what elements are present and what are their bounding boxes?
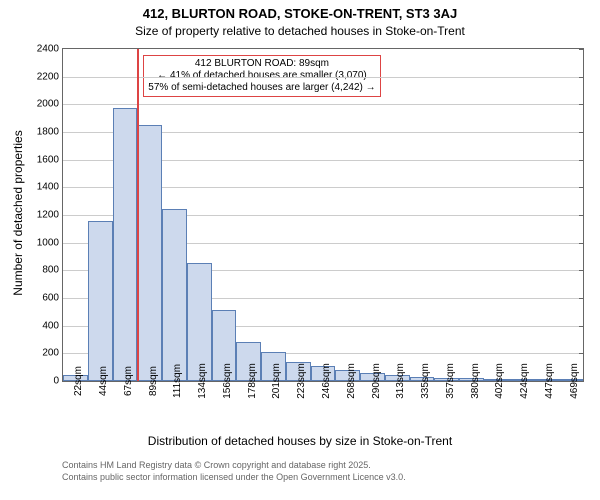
- x-tick-label: 290sqm: [371, 363, 382, 399]
- annotation-line-1: 412 BLURTON ROAD: 89sqm: [148, 58, 375, 70]
- y-tick-mark: [579, 326, 584, 327]
- x-tick-label: 89sqm: [148, 366, 159, 396]
- x-tick-label: 447sqm: [544, 363, 555, 399]
- y-tick-label: 1400: [37, 182, 63, 193]
- y-tick-mark: [579, 104, 584, 105]
- x-tick-label: 246sqm: [321, 363, 332, 399]
- x-tick-label: 380sqm: [470, 363, 481, 399]
- y-tick-label: 2200: [37, 71, 63, 82]
- y-tick-mark: [579, 298, 584, 299]
- reference-line: [137, 49, 139, 381]
- y-tick-mark: [579, 215, 584, 216]
- y-tick-label: 1800: [37, 127, 63, 138]
- y-tick-label: 200: [42, 348, 63, 359]
- x-tick-label: 67sqm: [123, 366, 134, 396]
- annotation-line-3: 57% of semi-detached houses are larger (…: [148, 82, 375, 94]
- grid-line: [63, 77, 583, 78]
- x-axis-label: Distribution of detached houses by size …: [0, 434, 600, 448]
- y-tick-label: 2400: [37, 44, 63, 55]
- y-tick-label: 800: [42, 265, 63, 276]
- x-tick-label: 111sqm: [172, 364, 183, 398]
- x-tick-label: 424sqm: [519, 363, 530, 399]
- y-tick-label: 600: [42, 293, 63, 304]
- y-tick-label: 0: [53, 376, 63, 387]
- x-tick-label: 22sqm: [73, 366, 84, 396]
- x-tick-label: 402sqm: [494, 363, 505, 399]
- y-tick-mark: [579, 243, 584, 244]
- y-tick-label: 1000: [37, 237, 63, 248]
- histogram-bar: [88, 221, 113, 381]
- x-tick-label: 156sqm: [222, 363, 233, 399]
- y-tick-label: 400: [42, 320, 63, 331]
- histogram-bar: [113, 108, 138, 381]
- footer-line-2: Contains public sector information licen…: [62, 472, 406, 482]
- x-tick-label: 44sqm: [98, 366, 109, 396]
- x-tick-label: 357sqm: [445, 363, 456, 399]
- chart-title-2: Size of property relative to detached ho…: [0, 24, 600, 38]
- y-tick-label: 1200: [37, 210, 63, 221]
- x-tick-label: 335sqm: [420, 363, 431, 399]
- y-tick-mark: [579, 49, 584, 50]
- y-tick-mark: [579, 353, 584, 354]
- x-tick-label: 469sqm: [569, 363, 580, 399]
- x-tick-label: 223sqm: [296, 363, 307, 399]
- y-tick-label: 2000: [37, 99, 63, 110]
- y-tick-mark: [579, 132, 584, 133]
- grid-line: [63, 104, 583, 105]
- x-tick-label: 268sqm: [346, 363, 357, 399]
- x-tick-label: 134sqm: [197, 363, 208, 399]
- x-tick-label: 313sqm: [395, 363, 406, 399]
- x-tick-label: 201sqm: [271, 363, 282, 399]
- x-tick-label: 178sqm: [247, 363, 258, 399]
- y-tick-label: 1600: [37, 154, 63, 165]
- chart-container: 412, BLURTON ROAD, STOKE-ON-TRENT, ST3 3…: [0, 0, 600, 500]
- histogram-bar: [137, 125, 162, 381]
- y-tick-mark: [579, 270, 584, 271]
- y-tick-mark: [579, 77, 584, 78]
- plot-area: 412 BLURTON ROAD: 89sqm ← 41% of detache…: [62, 48, 584, 382]
- footer-line-1: Contains HM Land Registry data © Crown c…: [62, 460, 371, 470]
- y-axis-label: Number of detached properties: [11, 123, 25, 303]
- y-tick-mark: [579, 160, 584, 161]
- y-tick-mark: [579, 187, 584, 188]
- chart-title-1: 412, BLURTON ROAD, STOKE-ON-TRENT, ST3 3…: [0, 6, 600, 21]
- histogram-bar: [162, 209, 187, 381]
